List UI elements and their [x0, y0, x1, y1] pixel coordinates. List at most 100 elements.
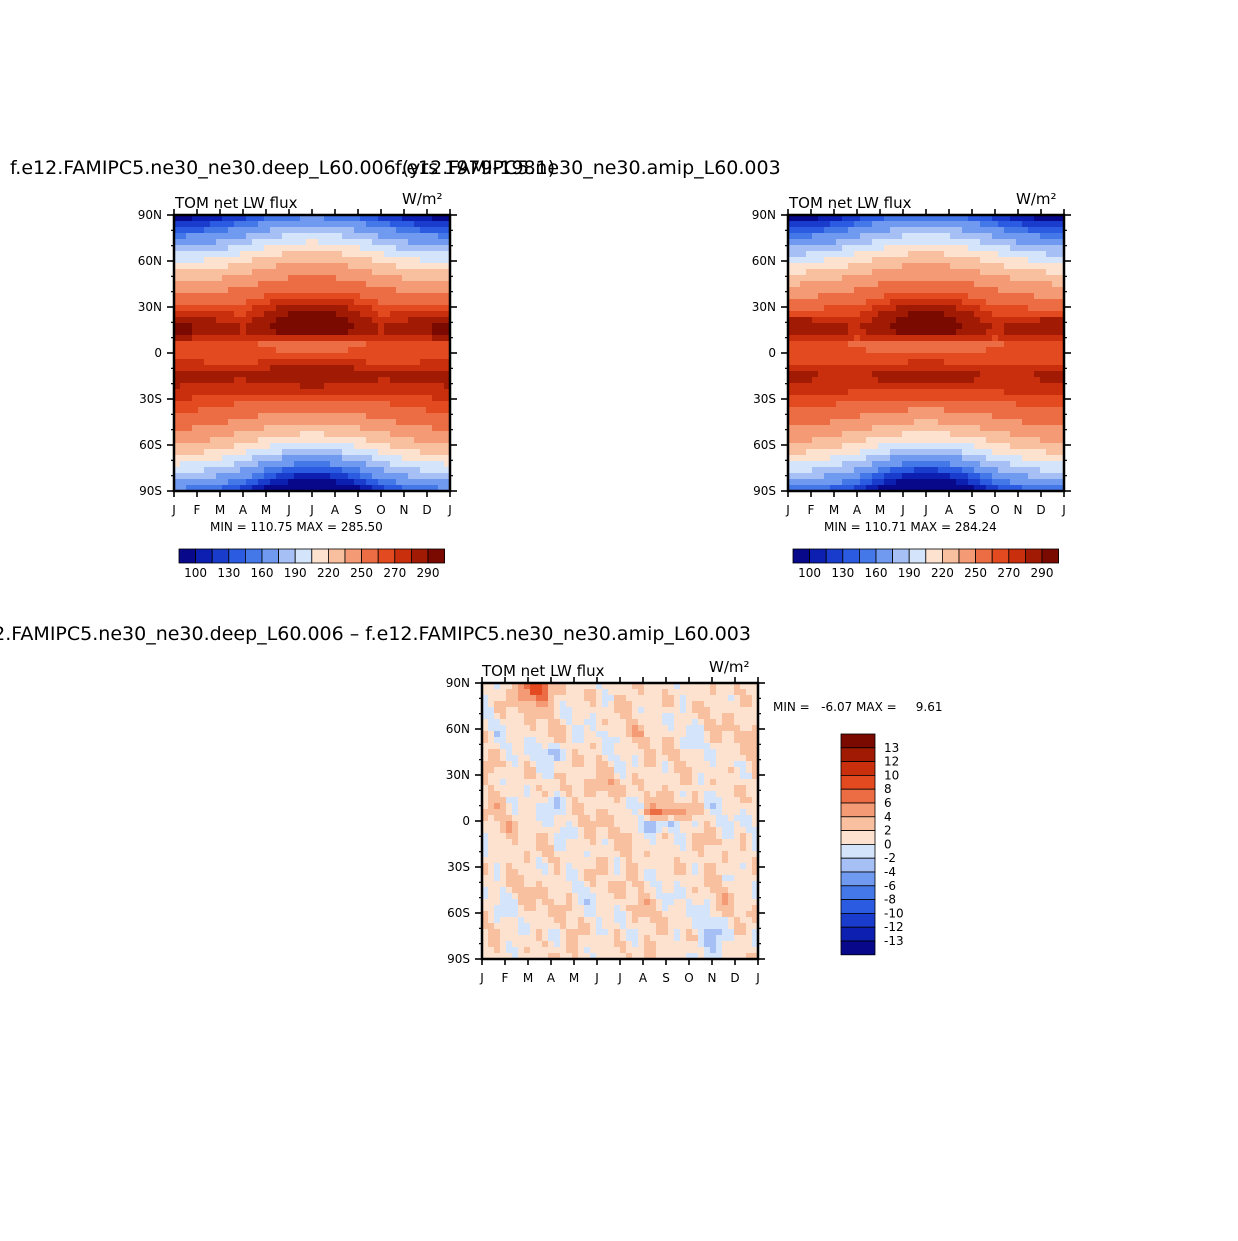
- field-cell: [1052, 299, 1059, 306]
- field-cell: [174, 347, 181, 354]
- field-cell: [234, 389, 241, 396]
- field-cell: [360, 293, 367, 300]
- field-cell: [800, 227, 807, 234]
- field-cell: [1010, 449, 1017, 456]
- field-cell: [1010, 347, 1017, 354]
- field-cell: [1034, 311, 1041, 318]
- field-cell: [264, 263, 271, 270]
- field-cell: [444, 401, 450, 408]
- field-cell: [668, 737, 675, 744]
- field-cell: [554, 701, 561, 708]
- field-cell: [426, 263, 433, 270]
- field-cell: [890, 341, 897, 348]
- field-cell: [1004, 221, 1011, 228]
- field-cell: [1028, 227, 1035, 234]
- field-cell: [932, 467, 939, 474]
- field-cell: [968, 287, 975, 294]
- field-cell: [884, 431, 891, 438]
- field-cell: [908, 467, 915, 474]
- field-cell: [998, 383, 1005, 390]
- field-cell: [192, 383, 199, 390]
- field-cell: [228, 437, 235, 444]
- field-cell: [608, 731, 615, 738]
- field-cell: [836, 407, 843, 414]
- field-cell: [204, 395, 211, 402]
- field-cell: [824, 473, 831, 480]
- field-cell: [596, 683, 603, 690]
- field-cell: [602, 689, 609, 696]
- field-cell: [1034, 323, 1041, 330]
- field-cell: [806, 371, 813, 378]
- field-cell: [240, 467, 247, 474]
- field-cell: [294, 323, 301, 330]
- field-cell: [414, 365, 421, 372]
- field-cell: [390, 317, 397, 324]
- field-cell: [252, 293, 259, 300]
- field-cell: [420, 407, 427, 414]
- field-cell: [390, 233, 397, 240]
- field-cell: [902, 335, 909, 342]
- field-cell: [842, 437, 849, 444]
- field-cell: [920, 401, 927, 408]
- field-cell: [842, 305, 849, 312]
- y-tick-label: 30N: [138, 300, 162, 314]
- field-cell: [986, 455, 993, 462]
- field-cell: [692, 701, 699, 708]
- field-cell: [252, 335, 259, 342]
- field-cell: [536, 701, 543, 708]
- field-cell: [186, 473, 193, 480]
- field-cell: [992, 233, 999, 240]
- field-cell: [390, 461, 397, 468]
- field-cell: [348, 389, 355, 396]
- field-cell: [204, 437, 211, 444]
- field-cell: [264, 257, 271, 264]
- colorbar-swatch: [809, 548, 827, 564]
- field-cell: [414, 353, 421, 360]
- field-cell: [354, 257, 361, 264]
- field-cell: [662, 731, 669, 738]
- field-cell: [920, 389, 927, 396]
- field-cell: [812, 449, 819, 456]
- field-cell: [312, 401, 319, 408]
- field-cell: [324, 221, 331, 228]
- field-cell: [180, 485, 187, 491]
- field-cell: [956, 437, 963, 444]
- field-cell: [926, 335, 933, 342]
- field-cell: [914, 461, 921, 468]
- field-cell: [944, 281, 951, 288]
- field-cell: [794, 383, 801, 390]
- field-cell: [602, 749, 609, 756]
- field-cell: [228, 365, 235, 372]
- field-cell: [1046, 335, 1053, 342]
- field-cell: [944, 305, 951, 312]
- field-cell: [962, 269, 969, 276]
- field-cell: [788, 473, 795, 480]
- x-tick-label: J: [286, 503, 291, 517]
- field-cell: [902, 395, 909, 402]
- field-cell: [216, 473, 223, 480]
- field-cell: [1016, 419, 1023, 426]
- field-cell: [402, 371, 409, 378]
- field-cell: [920, 221, 927, 228]
- field-cell: [998, 317, 1005, 324]
- field-cell: [198, 281, 205, 288]
- field-cell: [632, 695, 639, 702]
- x-tick-label: S: [354, 503, 362, 517]
- field-cell: [384, 317, 391, 324]
- field-cell: [1034, 395, 1041, 402]
- field-cell: [650, 713, 657, 720]
- field-cell: [198, 473, 205, 480]
- field-cell: [1022, 383, 1029, 390]
- field-cell: [396, 359, 403, 366]
- field-cell: [614, 749, 621, 756]
- field-cell: [348, 443, 355, 450]
- x-tick-label: N: [1014, 503, 1023, 517]
- field-cell: [968, 419, 975, 426]
- field-cell: [878, 377, 885, 384]
- field-cell: [1028, 233, 1035, 240]
- field-cell: [896, 245, 903, 252]
- field-cell: [788, 221, 795, 228]
- field-cell: [1016, 377, 1023, 384]
- field-cell: [174, 275, 181, 282]
- field-cell: [216, 413, 223, 420]
